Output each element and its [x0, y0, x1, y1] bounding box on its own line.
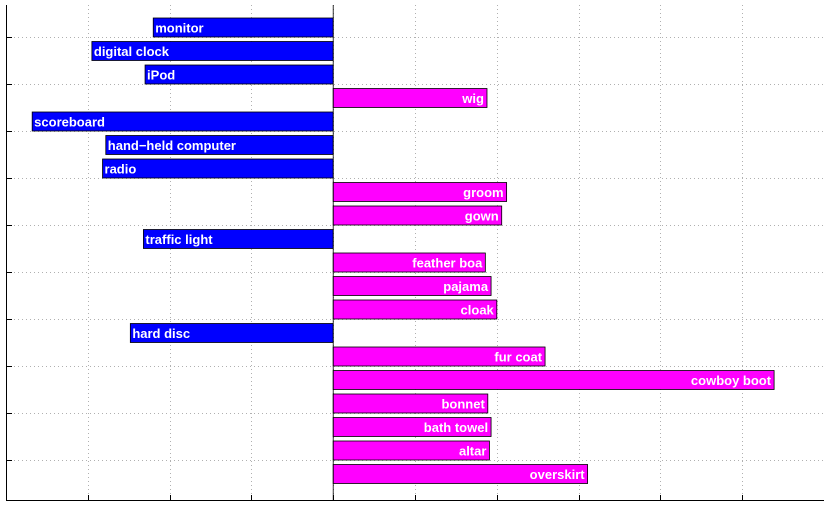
bar-label: scoreboard	[34, 115, 105, 130]
bar-label: digital clock	[94, 44, 170, 59]
bar-label: hard disc	[132, 326, 190, 341]
bar-label: feather boa	[412, 256, 483, 271]
bar-label: iPod	[147, 68, 175, 83]
bar-label: cowboy boot	[691, 373, 772, 388]
axes-layer	[6, 5, 824, 501]
bar-label: radio	[105, 162, 137, 177]
bar-label: groom	[463, 185, 503, 200]
bar-label: hand−held computer	[108, 138, 236, 153]
bar-label: bath towel	[424, 420, 488, 435]
bar-label: wig	[461, 91, 484, 106]
bar-label: traffic light	[145, 232, 213, 247]
bar-label: overskirt	[530, 467, 586, 482]
bar-label: bonnet	[441, 397, 485, 412]
bars-layer: monitor digital clock iPod wig scoreboardhan…	[31, 17, 775, 484]
bar-label: altar	[459, 444, 486, 459]
bar-6	[102, 158, 334, 179]
bar-label: monitor	[155, 21, 203, 36]
bar-label: fur coat	[494, 350, 542, 365]
bar-label: pajama	[443, 279, 489, 294]
bar-label: gown	[465, 209, 499, 224]
bar-label: cloak	[461, 303, 495, 318]
